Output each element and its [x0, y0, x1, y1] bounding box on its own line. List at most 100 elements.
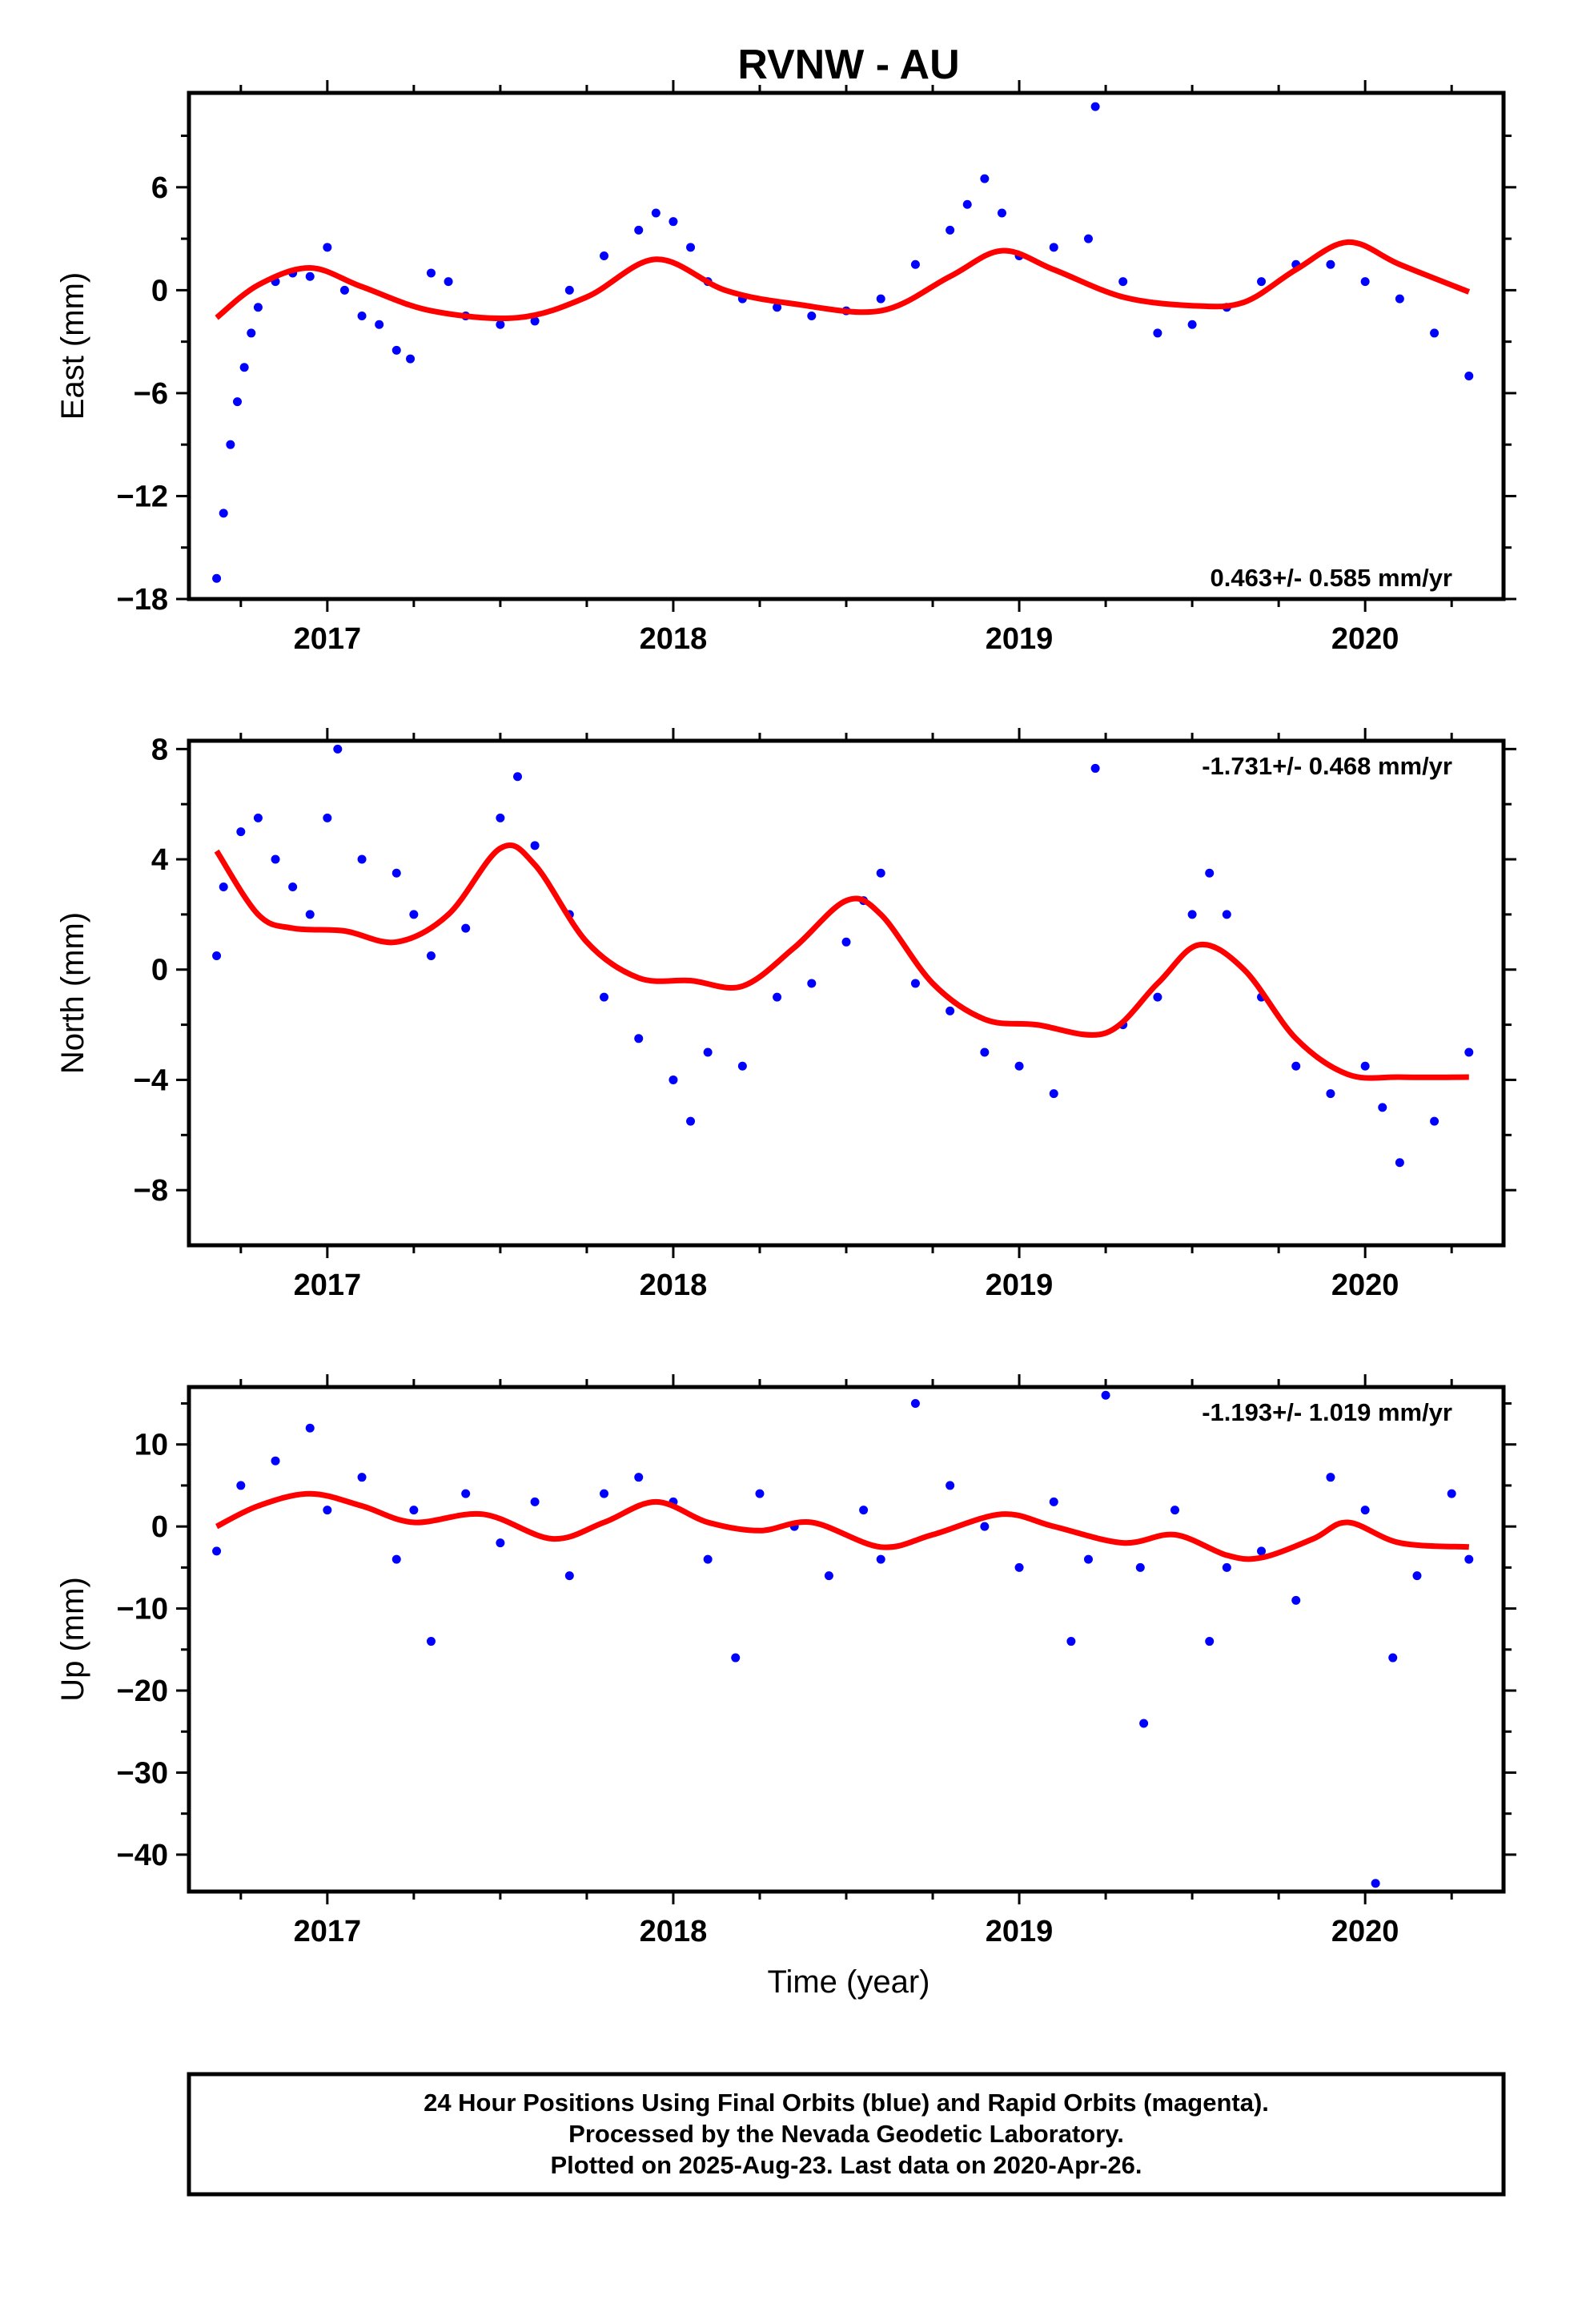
- x-tick-label: 2018: [640, 622, 708, 656]
- data-point: [357, 1473, 367, 1482]
- panel-frame: [187, 90, 1506, 601]
- data-point: [212, 1546, 222, 1556]
- y-tick-label: −10: [117, 1593, 168, 1626]
- data-point: [703, 1047, 713, 1057]
- x-tick-label: 2020: [1331, 622, 1399, 656]
- data-point: [409, 1506, 419, 1515]
- data-point: [1083, 1554, 1093, 1564]
- data-point: [773, 303, 782, 312]
- data-point: [271, 1456, 280, 1466]
- x-axis-label: Time (year): [768, 1964, 930, 2000]
- data-point: [997, 208, 1006, 218]
- panel-north: 2017 2018 2019 2020 −8 −4 0 4 8 North (mm) -1.731+…: [55, 728, 1516, 1302]
- data-point: [444, 277, 453, 287]
- data-point: [426, 951, 436, 961]
- x-tick-label: 2017: [294, 1269, 362, 1302]
- data-point: [496, 813, 505, 822]
- data-point: [1388, 1653, 1398, 1663]
- data-point: [391, 868, 401, 878]
- y-tick-label: −12: [117, 480, 168, 513]
- data-point: [876, 294, 885, 304]
- data-point: [841, 937, 851, 947]
- data-point: [530, 1497, 540, 1506]
- data-point: [1135, 1562, 1145, 1572]
- data-point: [1291, 1595, 1301, 1605]
- data-point: [876, 868, 885, 878]
- panel-frame: [187, 738, 1506, 1248]
- data-point: [1395, 1158, 1404, 1168]
- data-point: [962, 199, 972, 209]
- x-tick-label: 2017: [294, 1915, 362, 1948]
- data-point: [426, 1637, 436, 1647]
- data-point: [391, 345, 401, 355]
- x-tick-label: 2020: [1331, 1269, 1399, 1302]
- data-point: [496, 1538, 505, 1548]
- footer-line-3: Plotted on 2025-Aug-23. Last data on 202…: [550, 2151, 1142, 2179]
- data-point: [288, 882, 298, 891]
- data-point: [1083, 234, 1093, 243]
- data-point: [339, 285, 349, 295]
- data-point: [1118, 277, 1128, 287]
- y-tick-label: −40: [117, 1839, 168, 1872]
- data-point: [406, 354, 416, 364]
- data-point: [564, 285, 574, 295]
- data-point: [1430, 328, 1439, 338]
- data-point: [980, 1047, 990, 1057]
- y-axis-label: East (mm): [55, 272, 90, 420]
- data-point: [1014, 1061, 1024, 1071]
- data-point: [323, 243, 332, 252]
- data-point: [1326, 1473, 1335, 1482]
- y-tick-label: 10: [135, 1429, 168, 1462]
- data-point: [731, 1653, 741, 1663]
- data-point: [271, 854, 280, 864]
- data-point: [564, 1571, 574, 1581]
- data-point: [1378, 1103, 1387, 1112]
- panel-east: 2017 2018 2019 2020 −18 −12 −6 0 6 East (mm) 0.463…: [55, 80, 1516, 656]
- y-tick-label: 4: [151, 843, 168, 877]
- data-point: [1464, 1554, 1474, 1564]
- data-point: [651, 208, 661, 218]
- panel-frame: [187, 1385, 1506, 1894]
- data-point: [219, 509, 228, 518]
- data-point: [236, 1481, 246, 1490]
- data-point: [426, 268, 436, 278]
- data-point: [333, 744, 343, 754]
- data-point: [634, 1034, 644, 1043]
- data-point: [1187, 320, 1197, 329]
- data-point: [686, 1116, 696, 1126]
- x-tick-label: 2019: [986, 1915, 1054, 1948]
- data-point: [247, 328, 256, 338]
- y-tick-label: 6: [151, 171, 168, 205]
- fit-curve: [215, 239, 1471, 321]
- data-point: [703, 1554, 713, 1564]
- x-tick-label: 2017: [294, 622, 362, 656]
- data-point: [600, 251, 609, 261]
- data-point: [980, 1522, 990, 1531]
- x-tick-label: 2019: [986, 1269, 1054, 1302]
- data-point: [1205, 868, 1215, 878]
- rate-annotation: 0.463+/- 0.585 mm/yr: [1211, 564, 1452, 592]
- data-point: [513, 772, 522, 782]
- y-tick-label: 0: [151, 1510, 168, 1544]
- data-point: [375, 320, 384, 329]
- data-point: [1464, 1047, 1474, 1057]
- data-point: [305, 910, 315, 919]
- data-point: [824, 1571, 833, 1581]
- y-tick-label: −20: [117, 1675, 168, 1708]
- data-point: [859, 1506, 869, 1515]
- data-point: [669, 217, 678, 227]
- data-point: [669, 1075, 678, 1084]
- y-tick-label: −18: [117, 583, 168, 617]
- footer-box: [187, 2072, 1506, 2197]
- data-point: [1153, 992, 1162, 1002]
- data-point: [876, 1554, 885, 1564]
- data-point: [226, 440, 235, 449]
- data-point: [1101, 1390, 1110, 1400]
- data-point: [1049, 243, 1058, 252]
- data-point: [212, 951, 222, 961]
- data-point: [1139, 1719, 1149, 1728]
- data-point: [1326, 1089, 1335, 1099]
- y-tick-label: −30: [117, 1756, 168, 1790]
- data-point: [305, 271, 315, 281]
- data-point: [253, 813, 263, 822]
